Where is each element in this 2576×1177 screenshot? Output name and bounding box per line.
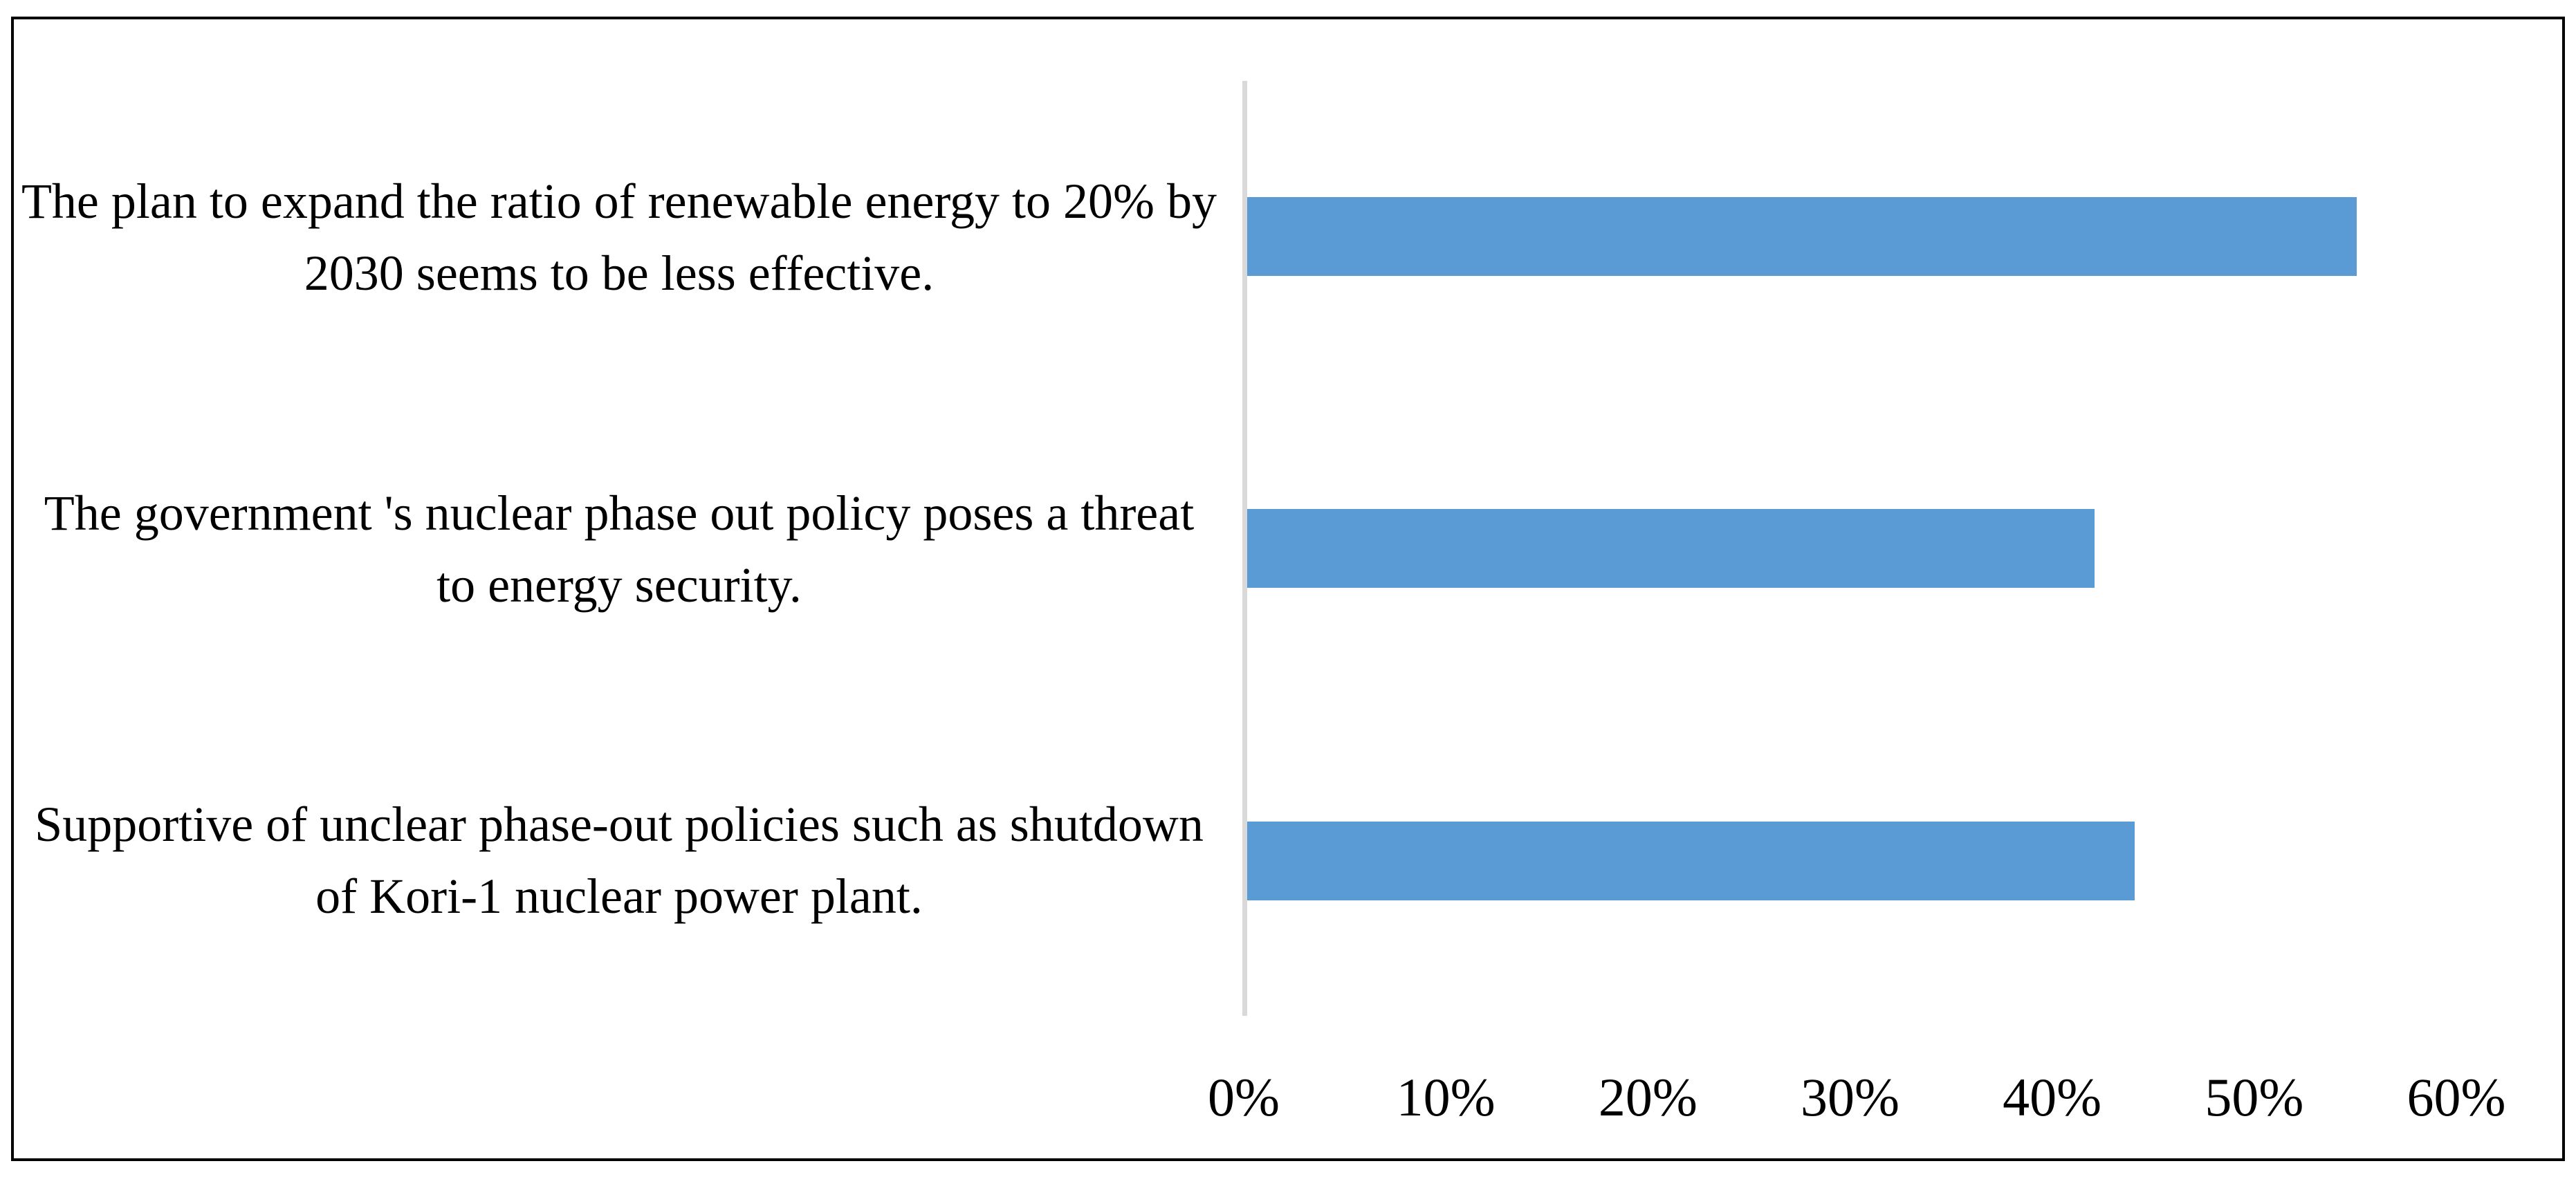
plot-area — [1247, 81, 2458, 1016]
x-tick-label: 0% — [1208, 1067, 1280, 1127]
bar — [1247, 822, 2135, 900]
x-tick-label: 20% — [1598, 1067, 1698, 1127]
x-axis-ticks: 0% 10% 20% 30% 40% 50% 60% — [1208, 1059, 2505, 1136]
y-axis-line — [1242, 81, 1247, 1016]
x-tick-label: 30% — [1801, 1067, 1899, 1127]
category-label: Supportive of unclear phase-out policies… — [35, 796, 1204, 924]
category-label: The government 's nuclear phase out poli… — [44, 485, 1195, 613]
x-tick-label: 10% — [1396, 1067, 1496, 1127]
x-tick-label: 60% — [2407, 1067, 2506, 1127]
bar — [1247, 509, 2095, 588]
category-label: The plan to expand the ratio of renewabl… — [21, 173, 1217, 301]
x-tick-label: 40% — [2003, 1067, 2102, 1127]
bar — [1247, 197, 2357, 276]
figure-border — [11, 17, 2565, 1161]
x-tick-label: 50% — [2205, 1067, 2304, 1127]
